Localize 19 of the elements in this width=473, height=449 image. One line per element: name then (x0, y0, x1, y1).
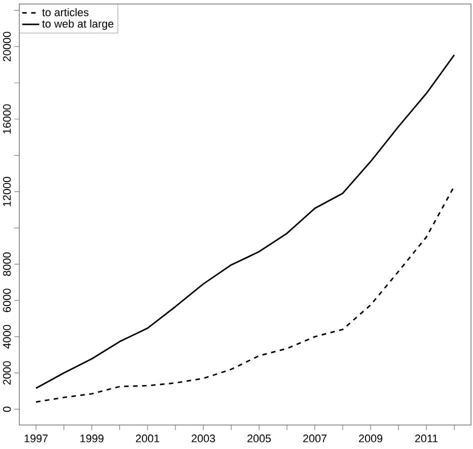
line-series (35, 54, 456, 389)
x-tick-label: 2011 (415, 434, 438, 442)
x-tick-label: 2007 (303, 434, 326, 442)
y-tick-label: 6000 (3, 288, 11, 312)
y-tick-label: 16000 (3, 104, 11, 134)
y-tick-label: 4000 (3, 324, 11, 349)
y-tick-label: 8000 (3, 252, 11, 276)
x-tick-label: 2005 (247, 434, 271, 442)
x-tick-label: 1999 (80, 434, 104, 442)
y-tick-label: 0 (3, 406, 11, 412)
x-tick-label: 2009 (358, 434, 382, 442)
x-tick-label: 2003 (192, 434, 216, 442)
x-tick-label: 1997 (24, 434, 48, 442)
y-tick-label: 2000 (3, 361, 11, 385)
legend-label: to articles (42, 8, 88, 16)
x-tick-label: 2001 (136, 434, 160, 442)
legend-label: to web at large (42, 20, 114, 30)
y-tick-label: 20000 (3, 32, 11, 62)
y-tick-label: 12000 (3, 176, 11, 206)
